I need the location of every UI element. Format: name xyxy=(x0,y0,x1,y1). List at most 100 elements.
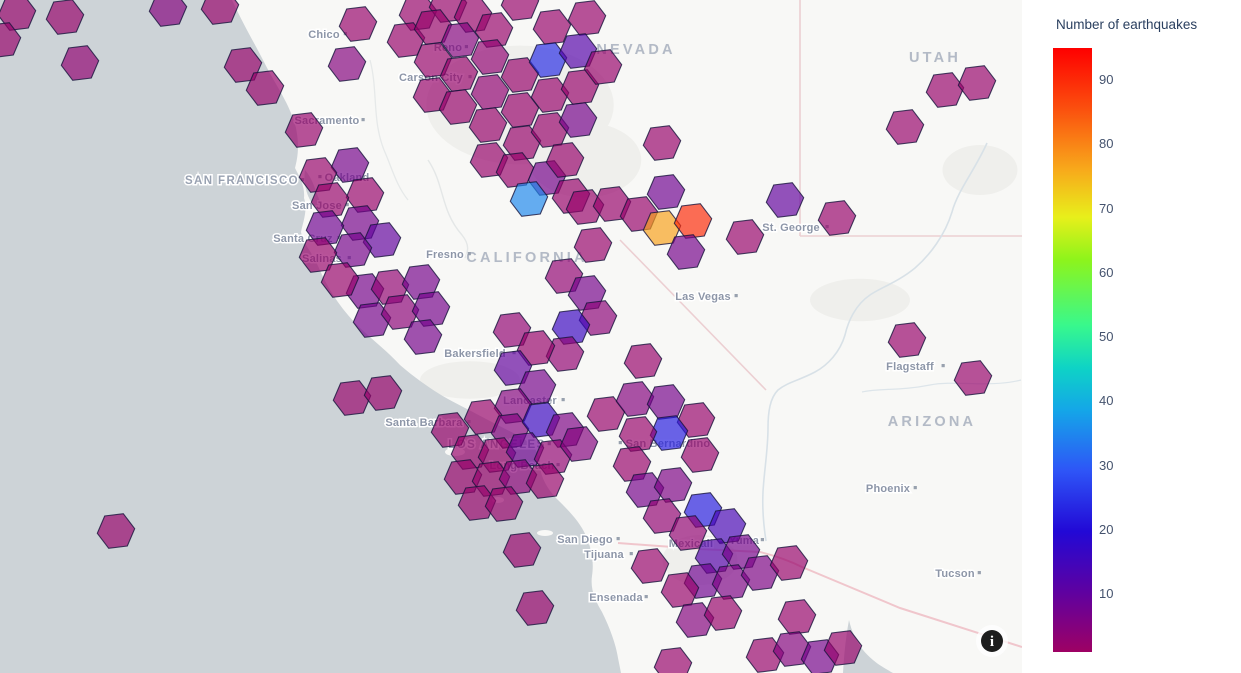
hex-bin[interactable] xyxy=(567,0,607,36)
hex-bin[interactable] xyxy=(745,637,785,673)
hex-bin[interactable] xyxy=(457,485,497,521)
state-border xyxy=(619,239,767,391)
hex-bin[interactable] xyxy=(363,375,403,411)
city-label-san-diego: San Diego xyxy=(557,534,613,546)
hex-bin[interactable] xyxy=(532,9,572,45)
hex-bin[interactable] xyxy=(516,330,556,366)
hex-bin[interactable] xyxy=(500,0,540,21)
hex-bin[interactable] xyxy=(509,181,549,217)
hex-bin[interactable] xyxy=(60,45,100,81)
hex-bin[interactable] xyxy=(305,210,345,246)
hex-bin[interactable] xyxy=(725,219,765,255)
city-dot xyxy=(644,595,648,599)
hex-bin[interactable] xyxy=(502,125,542,161)
hex-bin[interactable] xyxy=(474,12,514,48)
hex-bin[interactable] xyxy=(96,513,136,549)
map-canvas[interactable]: NEVADAUTAHCALIFORNIAARIZONAChicoRenoCars… xyxy=(0,0,1022,673)
hex-bin[interactable] xyxy=(148,0,188,27)
hex-bin[interactable] xyxy=(666,234,706,270)
colorbar-tick-90: 90 xyxy=(1099,72,1114,88)
city-label-las-vegas: Las Vegas xyxy=(675,291,731,303)
hex-bin[interactable] xyxy=(703,595,743,631)
hex-bin[interactable] xyxy=(320,262,360,298)
hex-bin[interactable] xyxy=(573,227,613,263)
hex-bin[interactable] xyxy=(525,463,565,499)
hex-bin[interactable] xyxy=(327,46,367,82)
hex-bin[interactable] xyxy=(530,77,570,113)
hex-bin[interactable] xyxy=(777,599,817,635)
hex-bin[interactable] xyxy=(817,200,857,236)
city-label-flagstaff: Flagstaff xyxy=(886,361,934,373)
colorbar-tick-10: 10 xyxy=(1099,586,1114,602)
hex-bin[interactable] xyxy=(338,6,378,42)
hex-bin[interactable] xyxy=(502,532,542,568)
hex-bin[interactable] xyxy=(646,174,686,210)
hex-bin[interactable] xyxy=(583,49,623,85)
legend-title: Number of earthquakes xyxy=(1056,17,1198,32)
hex-bin[interactable] xyxy=(403,319,443,355)
hex-bin[interactable] xyxy=(653,647,693,673)
hex-bin[interactable] xyxy=(0,22,22,58)
hex-bin[interactable] xyxy=(284,112,324,148)
hex-bin[interactable] xyxy=(468,107,508,143)
hex-bin[interactable] xyxy=(653,467,693,503)
city-dot xyxy=(977,571,981,575)
hex-bin[interactable] xyxy=(673,203,713,239)
hex-bin[interactable] xyxy=(310,182,350,218)
hex-bin[interactable] xyxy=(515,590,555,626)
hex-bin[interactable] xyxy=(439,56,479,92)
info-button[interactable]: i xyxy=(981,630,1003,652)
hex-bin[interactable] xyxy=(618,416,658,452)
hex-bin[interactable] xyxy=(200,0,240,25)
hex-bin[interactable] xyxy=(245,70,285,106)
state-label-arizona: ARIZONA xyxy=(888,414,976,430)
hex-bin[interactable] xyxy=(440,22,480,58)
hex-bin[interactable] xyxy=(765,182,805,218)
state-label-utah: UTAH xyxy=(909,50,961,66)
hex-bin[interactable] xyxy=(885,109,925,145)
hex-bin[interactable] xyxy=(887,322,927,358)
hexbin-layer xyxy=(0,0,997,673)
city-label-fresno: Fresno xyxy=(426,249,464,261)
hex-bin[interactable] xyxy=(498,459,538,495)
hex-bin[interactable] xyxy=(630,548,670,584)
hex-bin[interactable] xyxy=(711,564,751,600)
hex-bin[interactable] xyxy=(769,545,809,581)
info-icon[interactable] xyxy=(981,630,1003,652)
city-dot xyxy=(913,486,917,490)
hex-bin[interactable] xyxy=(823,630,863,666)
hex-bin[interactable] xyxy=(45,0,85,35)
hex-bin[interactable] xyxy=(680,437,720,473)
hex-bin[interactable] xyxy=(559,426,599,462)
hex-bin[interactable] xyxy=(438,89,478,125)
hex-bin[interactable] xyxy=(500,57,540,93)
hex-bin[interactable] xyxy=(545,142,585,178)
info-icon-glyph: i xyxy=(990,634,994,650)
hex-bin[interactable] xyxy=(352,302,392,338)
hex-bin[interactable] xyxy=(953,360,993,396)
colorbar-tick-70: 70 xyxy=(1099,200,1114,216)
hex-bin[interactable] xyxy=(925,72,965,108)
hex-bin[interactable] xyxy=(470,74,510,110)
hex-bin[interactable] xyxy=(470,39,510,75)
city-label-phoenix: Phoenix xyxy=(866,483,911,495)
hex-bin[interactable] xyxy=(740,555,780,591)
hex-bin[interactable] xyxy=(500,92,540,128)
hex-bin[interactable] xyxy=(586,396,626,432)
city-dot xyxy=(941,364,945,368)
hex-bin[interactable] xyxy=(957,65,997,101)
hex-bin[interactable] xyxy=(528,42,568,78)
hex-bin[interactable] xyxy=(558,102,598,138)
city-dot xyxy=(361,118,365,122)
hex-bin[interactable] xyxy=(615,381,655,417)
hex-bin[interactable] xyxy=(623,343,663,379)
hex-bin[interactable] xyxy=(772,631,812,667)
hex-bin[interactable] xyxy=(484,486,524,522)
hex-bin[interactable] xyxy=(332,380,372,416)
hex-bin[interactable] xyxy=(675,602,715,638)
city-label-chico: Chico xyxy=(308,29,340,41)
hex-bin[interactable] xyxy=(551,309,591,345)
hex-bin[interactable] xyxy=(411,291,451,327)
hex-bin[interactable] xyxy=(565,189,605,225)
hex-bin[interactable] xyxy=(642,125,682,161)
